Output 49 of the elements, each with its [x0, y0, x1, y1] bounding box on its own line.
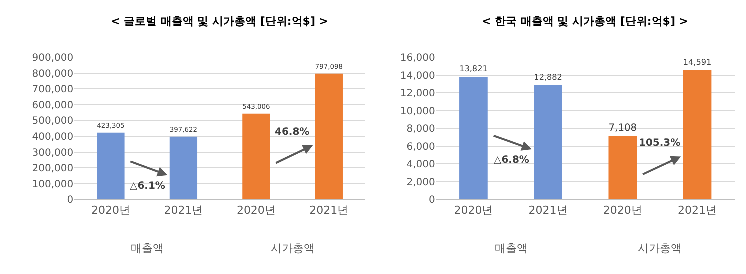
y-tick-label: 300,000	[32, 148, 74, 159]
bar	[608, 136, 638, 200]
y-tick-label: 0	[429, 195, 436, 206]
y-tick-label: 800,000	[32, 68, 74, 80]
annotation: △6.1%	[130, 181, 166, 192]
chart-title: < 한국 매출액 및 시가총액 [단위:억$] >	[482, 15, 689, 28]
x-tick-label: 2020년	[454, 204, 494, 217]
bar	[97, 132, 125, 200]
y-tick-label: 900,000	[32, 53, 74, 64]
bar	[242, 114, 270, 200]
text: 시가총액	[271, 242, 315, 255]
y-tick-label: 4,000	[406, 160, 436, 171]
annotation: 46.8%	[275, 127, 310, 138]
y-tick-label: 2,000	[406, 177, 436, 188]
data-label: 12,882	[534, 72, 562, 82]
y-tick-label: 16,000	[400, 53, 436, 64]
y-tick-label: 10,000	[400, 106, 436, 118]
y-tick-label: 8,000	[406, 124, 436, 136]
data-label: 14,591	[683, 56, 712, 67]
bar	[460, 76, 488, 200]
bar	[534, 85, 562, 200]
y-tick-label: 100,000	[32, 179, 74, 190]
y-tick-label: 14,000	[400, 70, 436, 82]
y-tick-label: 6,000	[406, 142, 436, 153]
text: 매출액	[495, 242, 528, 255]
y-tick-label: 200,000	[32, 164, 74, 175]
x-tick-label: 2021년	[528, 204, 568, 217]
y-tick-label: 700,000	[32, 84, 74, 96]
chart-title: < 글로벌 매출액 및 시가총액 [단위:억$] >	[111, 15, 329, 28]
bar	[315, 74, 343, 200]
text: 시가총액	[638, 242, 682, 255]
text: 매출액	[131, 242, 164, 255]
x-tick-label: 2020년	[603, 204, 642, 217]
x-tick-label: 2021년	[310, 204, 349, 217]
x-tick-label: 2021년	[678, 204, 718, 217]
y-tick-label: 400,000	[32, 132, 74, 143]
y-tick-label: 12,000	[400, 88, 436, 100]
bar	[683, 70, 712, 200]
y-tick-label: 500,000	[32, 116, 74, 128]
bar	[170, 136, 198, 200]
annotation: △6.8%	[494, 155, 530, 166]
data-label: 13,821	[460, 64, 488, 74]
x-tick-label: 2021년	[164, 204, 204, 217]
annotation: 105.3%	[639, 138, 681, 149]
x-tick-label: 2020년	[91, 204, 130, 217]
y-tick-label: 0	[67, 195, 74, 206]
data-label: 7,108	[608, 122, 638, 134]
y-tick-label: 600,000	[32, 100, 74, 112]
x-tick-label: 2020년	[236, 204, 276, 217]
